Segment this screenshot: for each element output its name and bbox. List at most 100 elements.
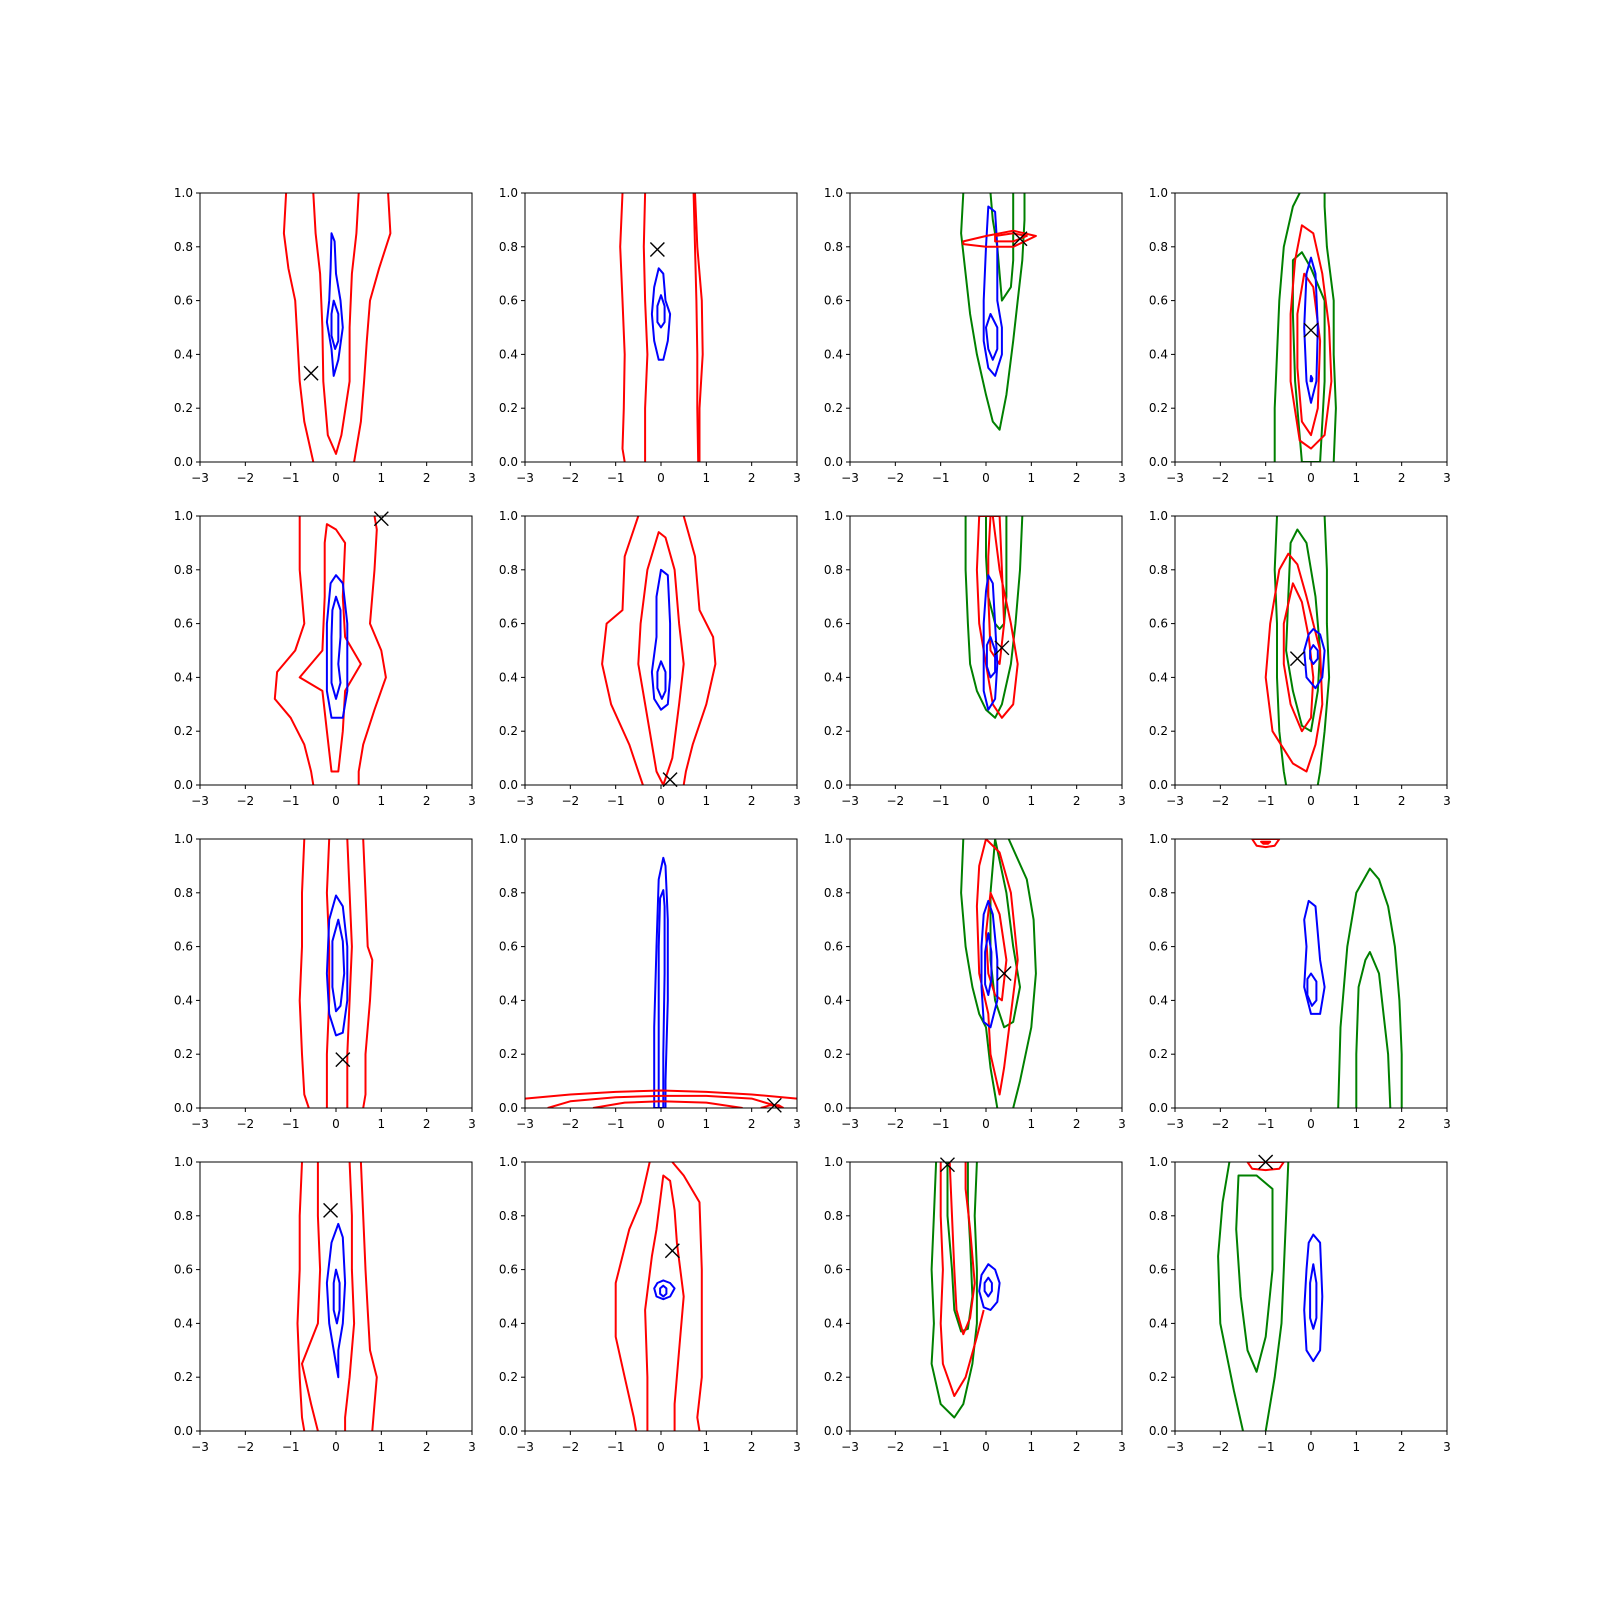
x-tick-label: 1	[703, 1117, 711, 1131]
plot-area	[525, 856, 797, 1108]
panel-r2-c2: −3 −2 −1 0 1 2 3 0.0 0.2 0.4 0.6 0.8 1.0	[499, 509, 801, 808]
x-tick-label: −1	[607, 1440, 625, 1454]
y-tick-label: 0.0	[824, 778, 843, 792]
x-tick-label: 1	[1028, 1440, 1036, 1454]
y-tick-label: 0.4	[824, 993, 843, 1007]
y-tick-label: 0.6	[499, 940, 518, 954]
x-tick-label: 3	[793, 794, 801, 808]
x-tick-label: 3	[468, 794, 476, 808]
x-marker	[303, 365, 319, 381]
y-tick-label: 0.8	[824, 1209, 843, 1223]
blue-contour-line	[1303, 628, 1326, 690]
x-tick-label: −2	[886, 471, 904, 485]
y-tick-label: 0.6	[174, 1263, 193, 1277]
x-marker	[766, 1097, 782, 1113]
x-tick-label: 2	[423, 471, 431, 485]
y-tick-label: 0.0	[824, 1101, 843, 1115]
x-tick-label: −3	[841, 794, 859, 808]
y-tick-label: 0.6	[1149, 1263, 1168, 1277]
red-contour-line	[1282, 582, 1315, 733]
x-tick-label: 2	[1073, 1117, 1081, 1131]
x-tick-label: −2	[236, 1440, 254, 1454]
x-tick-label: 0	[657, 1117, 665, 1131]
y-tick-label: 0.2	[1149, 724, 1168, 738]
y-tick-label: 0.8	[499, 1209, 518, 1223]
y-tick-label: 0.0	[174, 455, 193, 469]
x-tick-label: 1	[703, 1440, 711, 1454]
y-tick-label: 0.4	[824, 347, 843, 361]
y-tick-label: 0.4	[499, 1316, 518, 1330]
x-tick-label: 2	[1073, 1440, 1081, 1454]
green-contour-line	[1235, 1174, 1274, 1373]
x-tick-label: 1	[1353, 471, 1361, 485]
y-tick-label: 0.0	[174, 1101, 193, 1115]
y-tick-label: 0.0	[1149, 1101, 1168, 1115]
y-tick-label: 0.2	[824, 1370, 843, 1384]
x-tick-label: −2	[561, 794, 579, 808]
panel-r4-c3: −3 −2 −1 0 1 2 3 0.0 0.2 0.4 0.6 0.8 1.0	[824, 1155, 1126, 1454]
red-contour-line	[671, 1162, 703, 1431]
red-contour-line	[301, 1162, 322, 1431]
red-contour-line	[1289, 224, 1333, 450]
panel-r3-c2: −3 −2 −1 0 1 2 3 0.0 0.2 0.4 0.6 0.8 1.0	[499, 832, 801, 1131]
axes-frame	[524, 1161, 798, 1432]
y-tick-label: 0.0	[174, 778, 193, 792]
y-tick-label: 0.8	[174, 563, 193, 577]
blue-contour-line	[1306, 972, 1318, 1007]
y-tick-label: 0.8	[499, 563, 518, 577]
x-tick-label: 1	[378, 1440, 386, 1454]
x-tick-label: −2	[236, 794, 254, 808]
plot-area	[282, 193, 392, 462]
y-tick-label: 0.6	[824, 1263, 843, 1277]
y-tick-label: 1.0	[499, 832, 518, 846]
panel-r3-c1: −3 −2 −1 0 1 2 3 0.0 0.2 0.4 0.6 0.8 1.0	[174, 832, 476, 1131]
red-contour-line	[353, 193, 392, 462]
blue-contour-line	[325, 232, 344, 377]
x-tick-label: 0	[982, 794, 990, 808]
green-contour-line	[960, 839, 999, 1108]
blue-contour-line	[980, 899, 999, 1029]
y-tick-label: 0.0	[824, 1424, 843, 1438]
y-tick-label: 1.0	[499, 509, 518, 523]
red-contour-line	[614, 1162, 651, 1431]
x-tick-label: −2	[1211, 794, 1229, 808]
blue-contour-line	[657, 889, 666, 1108]
red-contour-line	[298, 839, 310, 1108]
y-tick-label: 0.8	[499, 886, 518, 900]
y-tick-label: 0.4	[499, 993, 518, 1007]
x-tick-label: −2	[886, 1440, 904, 1454]
red-contour-line	[975, 839, 1019, 1096]
x-tick-label: 2	[748, 1117, 756, 1131]
x-marker	[373, 511, 389, 527]
x-tick-label: 2	[423, 794, 431, 808]
y-tick-label: 1.0	[824, 186, 843, 200]
red-contour-line	[962, 229, 1037, 248]
x-tick-label: −1	[282, 471, 300, 485]
y-tick-label: 0.8	[174, 1209, 193, 1223]
x-tick-label: −1	[282, 1117, 300, 1131]
red-contour-line	[346, 839, 353, 1108]
y-tick-label: 1.0	[174, 832, 193, 846]
x-tick-label: 0	[332, 794, 340, 808]
red-contour-line	[357, 516, 387, 785]
x-tick-label: −2	[1211, 1440, 1229, 1454]
y-tick-label: 1.0	[174, 186, 193, 200]
y-tick-label: 0.6	[824, 617, 843, 631]
plot-area	[298, 839, 374, 1108]
plot-area	[296, 1162, 378, 1431]
blue-contour-line	[650, 568, 672, 711]
red-contour-line	[359, 1162, 378, 1431]
red-contour-line	[296, 1162, 306, 1431]
y-tick-label: 0.0	[499, 1101, 518, 1115]
red-contour-line	[642, 193, 649, 462]
x-tick-label: −1	[1257, 1117, 1275, 1131]
y-tick-label: 0.2	[174, 1047, 193, 1061]
x-tick-label: −2	[1211, 471, 1229, 485]
x-tick-label: −1	[1257, 471, 1275, 485]
y-tick-label: 0.2	[1149, 401, 1168, 415]
y-tick-label: 1.0	[824, 1155, 843, 1169]
x-tick-label: 0	[1307, 794, 1315, 808]
x-tick-label: 0	[982, 1117, 990, 1131]
x-tick-label: −3	[1166, 1440, 1184, 1454]
y-tick-label: 1.0	[1149, 1155, 1168, 1169]
